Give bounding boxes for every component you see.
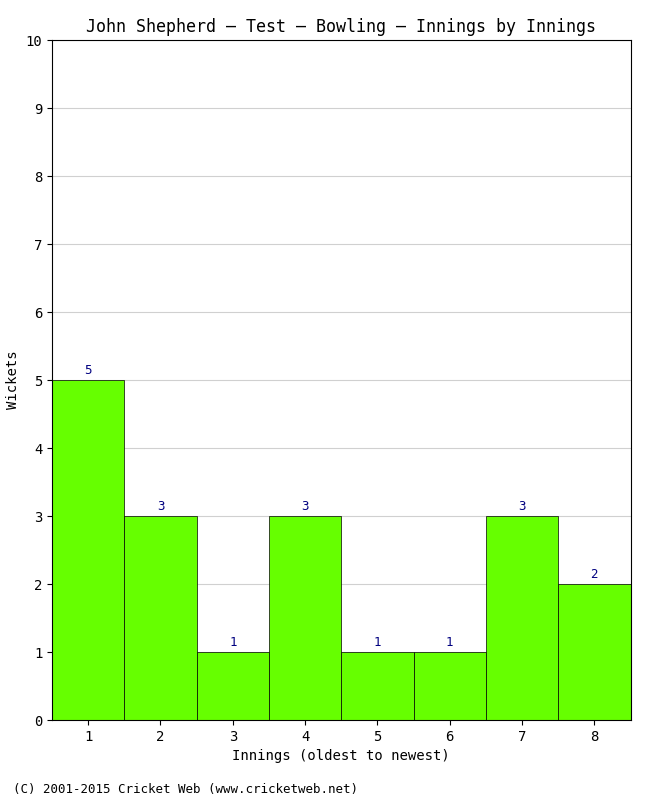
Text: 1: 1 <box>446 635 454 649</box>
Text: 3: 3 <box>518 499 526 513</box>
Text: 1: 1 <box>229 635 237 649</box>
Text: 2: 2 <box>591 568 598 581</box>
Bar <box>413 652 486 720</box>
Bar <box>486 516 558 720</box>
Text: (C) 2001-2015 Cricket Web (www.cricketweb.net): (C) 2001-2015 Cricket Web (www.cricketwe… <box>13 783 358 796</box>
Bar <box>558 584 630 720</box>
Bar <box>341 652 413 720</box>
Bar <box>52 380 124 720</box>
Text: 5: 5 <box>84 363 92 377</box>
Title: John Shepherd – Test – Bowling – Innings by Innings: John Shepherd – Test – Bowling – Innings… <box>86 18 596 36</box>
Bar <box>124 516 196 720</box>
X-axis label: Innings (oldest to newest): Innings (oldest to newest) <box>233 750 450 763</box>
Bar <box>196 652 269 720</box>
Text: 1: 1 <box>374 635 381 649</box>
Y-axis label: Wickets: Wickets <box>6 350 20 410</box>
Text: 3: 3 <box>157 499 164 513</box>
Text: 3: 3 <box>302 499 309 513</box>
Bar <box>269 516 341 720</box>
